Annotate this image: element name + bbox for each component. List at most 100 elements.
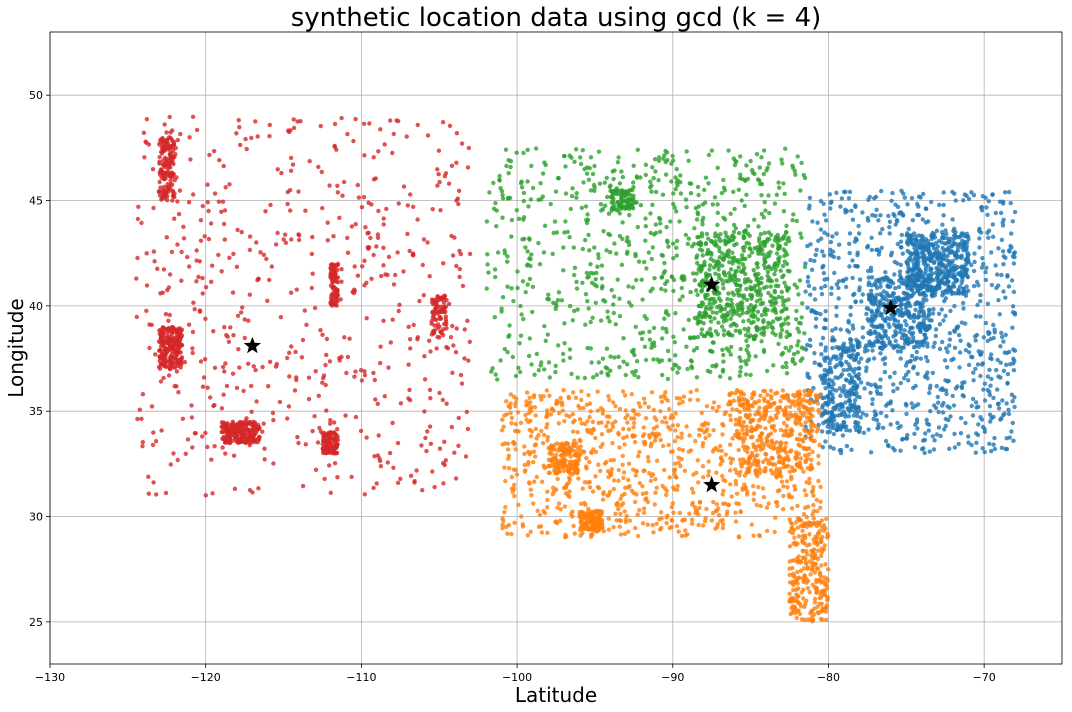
data-point (500, 522, 505, 527)
data-point (947, 343, 952, 348)
data-point (931, 447, 937, 452)
data-point (958, 415, 964, 421)
data-point (780, 263, 786, 269)
data-point (916, 212, 922, 218)
data-point (572, 418, 577, 423)
data-point (748, 292, 753, 298)
data-point (659, 336, 665, 341)
data-point (636, 533, 641, 539)
data-point (941, 202, 946, 208)
data-point (694, 375, 700, 380)
data-point (592, 163, 597, 169)
data-point (508, 164, 513, 170)
data-point (545, 422, 550, 427)
data-point (574, 195, 579, 200)
data-point (774, 278, 779, 283)
data-point (986, 329, 991, 335)
data-point (706, 236, 711, 241)
data-point (613, 511, 618, 516)
data-point (744, 192, 749, 197)
data-point (530, 309, 535, 315)
data-point (278, 315, 284, 320)
data-point (525, 533, 530, 538)
data-point (725, 296, 730, 302)
data-point (584, 220, 590, 226)
data-point (639, 336, 645, 342)
data-point (620, 453, 625, 459)
data-point (738, 369, 743, 374)
data-point (733, 467, 738, 472)
data-point (780, 364, 785, 370)
data-point (805, 565, 811, 570)
data-point (825, 596, 830, 602)
data-point (651, 357, 656, 362)
data-point (545, 296, 550, 302)
data-point (568, 454, 573, 459)
data-point (677, 510, 683, 516)
data-point (950, 284, 955, 289)
data-point (610, 421, 615, 426)
data-point (657, 229, 663, 234)
data-point (910, 338, 916, 343)
data-point (894, 331, 899, 336)
data-point (852, 404, 857, 409)
data-point (979, 265, 985, 270)
data-point (715, 222, 720, 228)
data-point (730, 290, 735, 295)
data-point (699, 265, 704, 270)
data-point (831, 446, 836, 451)
data-point (1011, 361, 1016, 366)
data-point (584, 466, 589, 471)
data-point (511, 482, 517, 488)
data-point (561, 460, 567, 465)
data-point (798, 568, 804, 573)
data-point (960, 291, 966, 296)
data-point (764, 409, 769, 414)
data-point (811, 493, 816, 498)
data-point (464, 409, 469, 415)
data-point (562, 321, 567, 326)
data-point (910, 325, 915, 330)
data-point (977, 236, 982, 241)
data-point (755, 309, 761, 314)
data-point (516, 429, 521, 434)
data-point (840, 433, 846, 438)
data-point (679, 431, 684, 436)
data-point (768, 431, 774, 436)
data-point (834, 403, 840, 408)
data-point (876, 218, 881, 223)
data-point (836, 285, 841, 291)
data-point (626, 477, 631, 483)
data-point (645, 499, 651, 505)
data-point (926, 307, 932, 312)
data-point (1001, 289, 1006, 294)
data-point (786, 433, 791, 439)
data-point (672, 439, 678, 444)
data-point (955, 248, 961, 253)
data-point (975, 302, 980, 308)
data-point (720, 263, 725, 268)
data-point (779, 394, 785, 399)
data-point (715, 305, 720, 310)
data-point (827, 429, 832, 434)
data-point (871, 356, 877, 361)
data-point (842, 420, 847, 425)
data-point (642, 344, 648, 349)
data-point (794, 218, 799, 224)
data-point (783, 241, 789, 247)
data-point (816, 548, 821, 553)
data-point (189, 403, 194, 408)
data-point (898, 329, 903, 335)
data-point (596, 462, 601, 467)
data-point (673, 186, 678, 192)
data-point (600, 411, 605, 416)
data-point (576, 403, 581, 409)
data-point (592, 245, 597, 250)
data-point (522, 236, 527, 242)
data-point (732, 162, 738, 168)
data-point (687, 181, 692, 186)
data-point (575, 430, 580, 435)
data-point (1012, 209, 1018, 215)
data-point (721, 255, 727, 261)
data-point (261, 252, 267, 257)
